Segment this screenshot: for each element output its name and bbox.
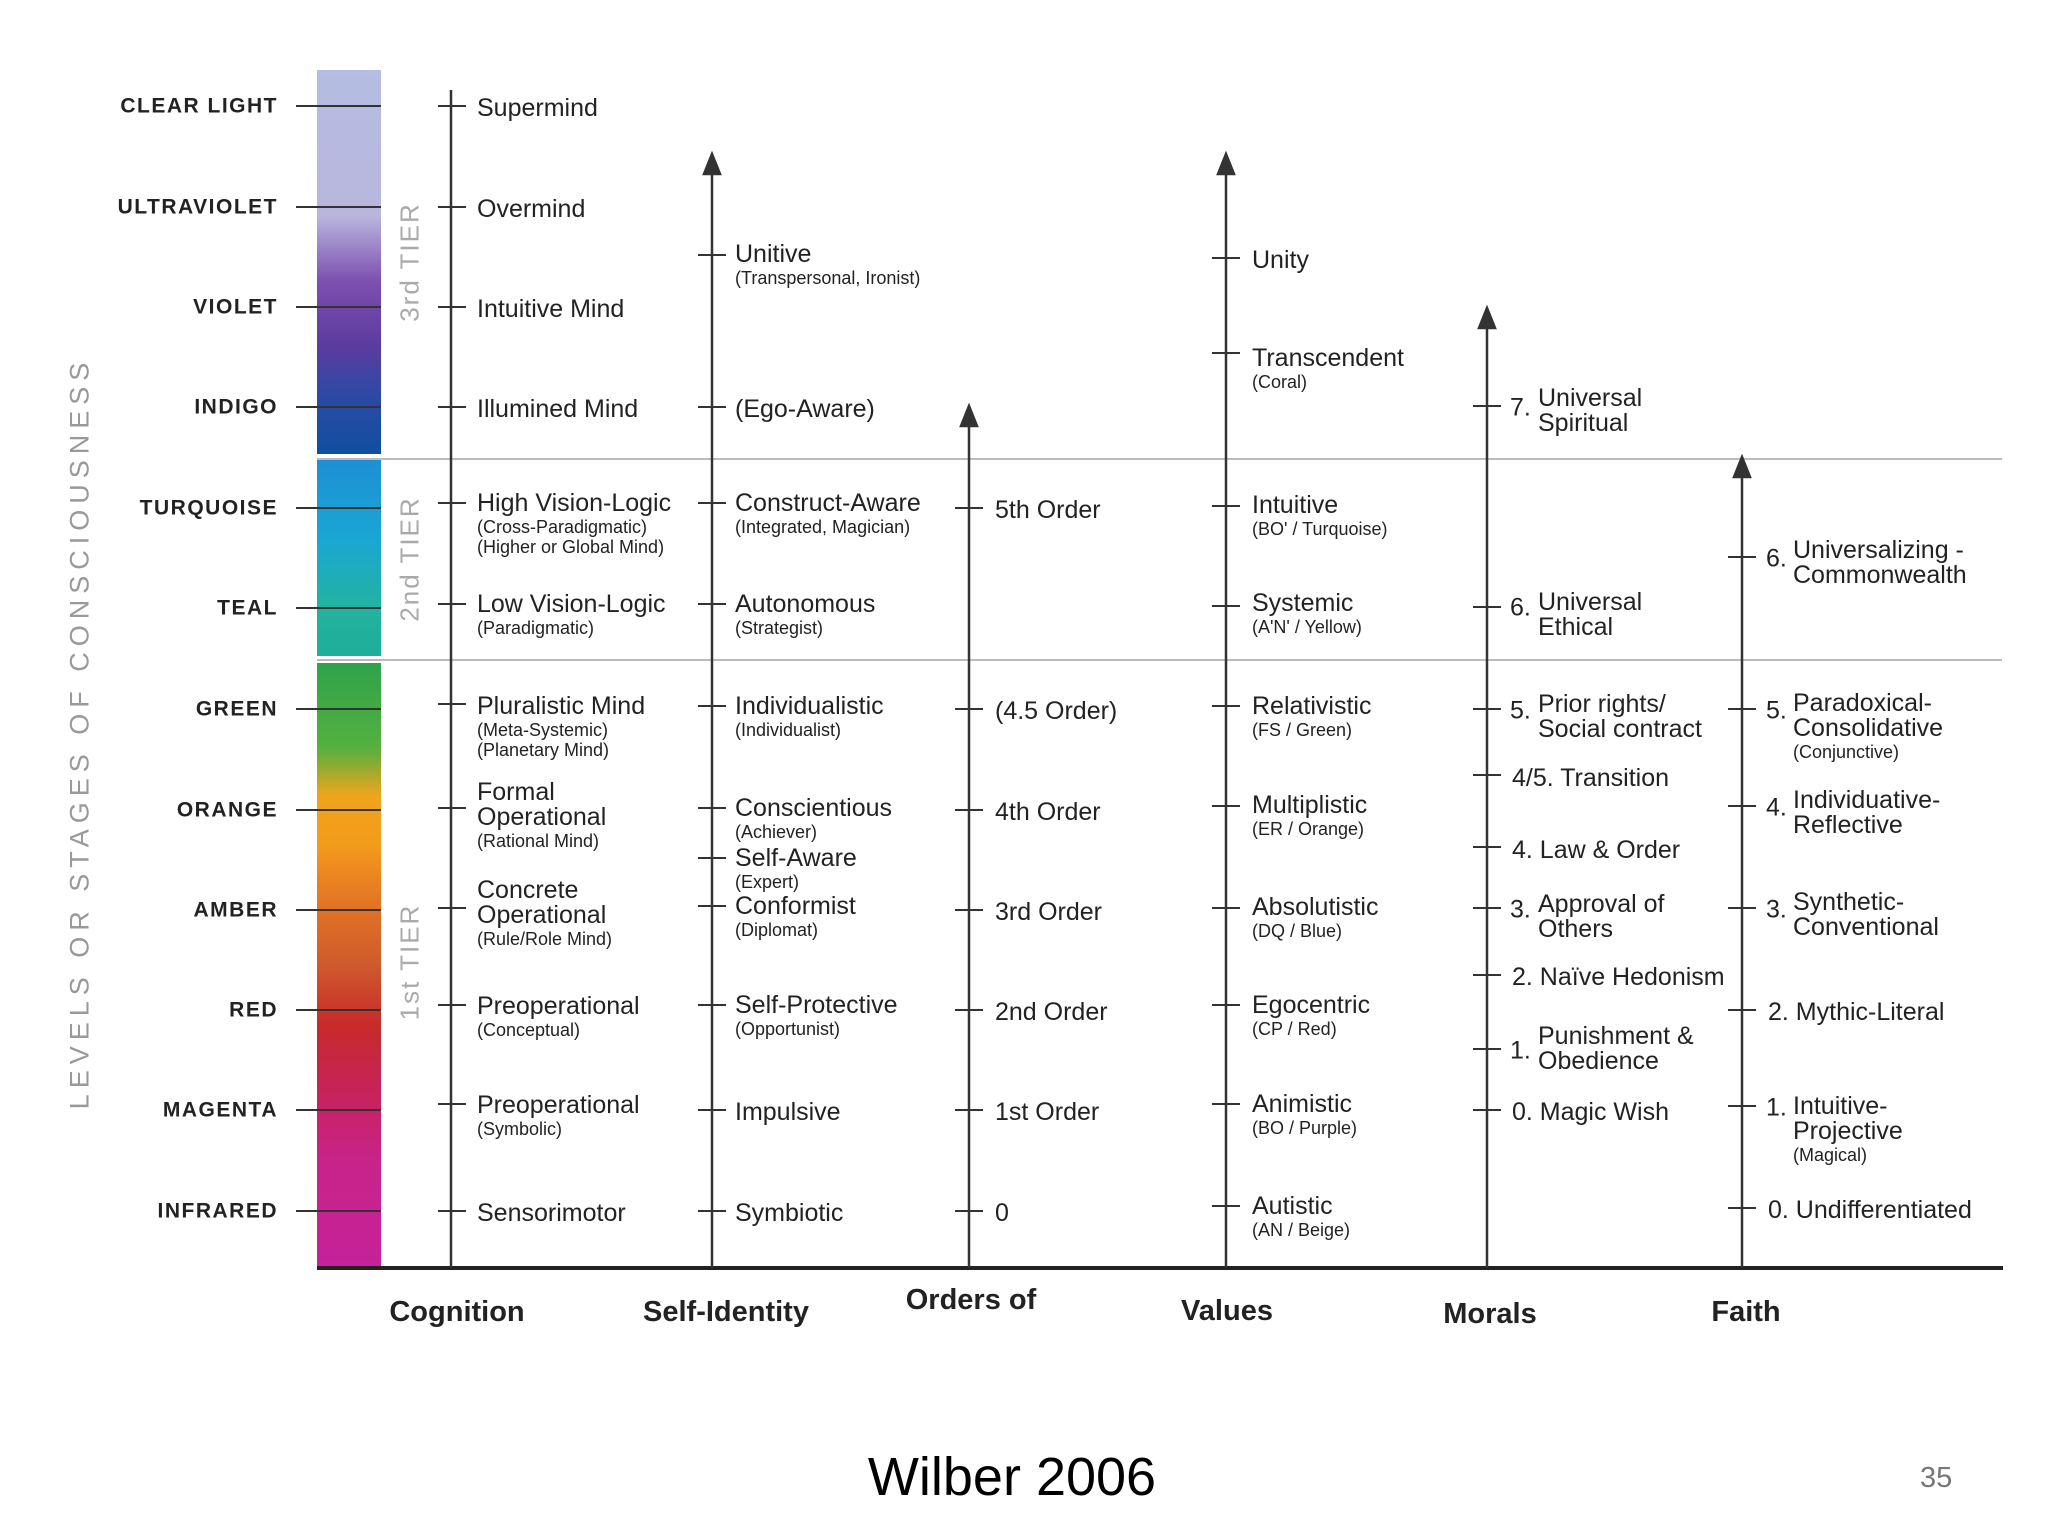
faith-intuitive-projective: Intuitive- Projective (Magical) [1793,1092,1903,1165]
cognition-low-vision-logic: Low Vision-Logic (Paradigmatic) [477,590,666,638]
level-ticks [296,105,381,1212]
faith-4-num: 4. [1766,793,1787,822]
color-bar-2nd-tier [317,460,381,656]
faith-synthetic: Synthetic- Conventional [1793,888,1939,941]
self-autonomous: Autonomous (Strategist) [735,590,876,638]
level-indigo: INDIGO [194,395,278,419]
level-clear-light: CLEAR LIGHT [120,94,278,118]
self-conformist: Conformist (Diplomat) [735,892,856,940]
morals-magic-wish: 0. Magic Wish [1512,1098,1669,1126]
orders-5th: 5th Order [995,496,1101,524]
cognition-sensorimotor: Sensorimotor [477,1199,626,1227]
morals-6-num: 6. [1510,593,1531,622]
orders-2nd: 2nd Order [995,998,1108,1026]
cognition-supermind: Supermind [477,94,598,122]
morals-prior-rights: Prior rights/ Social contract [1538,690,1702,743]
self-conscientious: Conscientious (Achiever) [735,794,893,842]
caption: Wilber 2006 [867,1447,1157,1507]
self-impulsive: Impulsive [735,1098,841,1126]
level-orange: ORANGE [176,798,278,822]
values-systemic: Systemic (A'N' / Yellow) [1252,589,1362,637]
morals-7-num: 7. [1510,393,1531,422]
faith-paradoxical: Paradoxical- Consolidative (Conjunctive) [1793,689,1944,762]
level-infrared: INFRARED [157,1199,278,1223]
values-egocentric: Egocentric (CP / Red) [1252,991,1371,1039]
morals-law-order: 4. Law & Order [1512,836,1681,864]
self-construct-aware: Construct-Aware (Integrated, Magician) [735,489,921,537]
values-multiplistic: Multiplistic (ER / Orange) [1252,791,1368,839]
faith-individuative: Individuative- Reflective [1793,786,1941,839]
level-teal: TEAL [217,596,278,620]
faith-3-num: 3. [1766,895,1787,924]
faith-undifferentiated: 0. Undifferentiated [1768,1196,1972,1224]
tier-3rd-label: 3rd TIER [394,202,425,322]
orders-3rd: 3rd Order [995,898,1102,926]
orders-4th: 4th Order [995,798,1101,826]
self-unitive: Unitive (Transpersonal, Ironist) [735,240,921,288]
self-self-protective: Self-Protective (Opportunist) [735,991,898,1039]
orders-4-5: (4.5 Order) [995,697,1118,725]
self-individualistic: Individualistic (Individualist) [735,692,884,740]
color-bar-3rd-tier [317,70,381,454]
values-unity: Unity [1252,246,1309,274]
cognition-intuitive-mind: Intuitive Mind [477,295,625,323]
cognition-preoperational-conceptual: Preoperational (Conceptual) [477,992,640,1040]
morals-5-num: 5. [1510,696,1531,725]
cognition-overmind: Overmind [477,195,586,223]
morals-universal-ethical: Universal Ethical [1538,588,1643,641]
morals-punishment-obedience: Punishment & Obedience [1538,1022,1694,1075]
tier-1st-label: 1st TIER [394,903,425,1021]
cognition-pluralistic-mind: Pluralistic Mind (Meta-Systemic) (Planet… [477,692,646,760]
cognition-illumined-mind: Illumined Mind [477,395,639,423]
values-absolutistic: Absolutistic (DQ / Blue) [1252,893,1379,941]
faith-5-num: 5. [1766,696,1787,725]
header-cognition: Cognition [389,1296,525,1328]
cognition-concrete-operational: Concrete Operational (Rule/Role Mind) [477,876,613,949]
level-amber: AMBER [193,898,278,922]
level-ultraviolet: ULTRAVIOLET [117,195,278,219]
values-animistic: Animistic (BO / Purple) [1252,1090,1358,1138]
header-morals: Morals [1443,1298,1537,1330]
level-violet: VIOLET [193,295,278,319]
cognition-preoperational-symbolic: Preoperational (Symbolic) [477,1091,640,1139]
self-ego-aware: (Ego-Aware) [735,395,875,423]
faith-6-num: 6. [1766,544,1787,573]
faith-mythic-literal: 2. Mythic-Literal [1768,998,1945,1026]
morals-3-num: 3. [1510,895,1531,924]
morals-transition: 4/5. Transition [1512,764,1670,792]
orders-0: 0 [995,1199,1009,1227]
values-autistic: Autistic (AN / Beige) [1252,1192,1351,1240]
self-symbiotic: Symbiotic [735,1199,844,1227]
values-transcendent: Transcendent (Coral) [1252,344,1404,392]
faith-universalizing: Universalizing - Commonwealth [1793,536,1967,589]
values-relativistic: Relativistic (FS / Green) [1252,692,1372,740]
level-turquoise: TURQUOISE [139,496,278,520]
level-red: RED [229,998,278,1022]
values-intuitive: Intuitive (BO' / Turquoise) [1252,491,1388,539]
levels-axis-label: LEVELS OR STAGES OF CONSCIOUSNESS [64,356,95,1110]
morals-approval-of-others: Approval of Others [1538,890,1665,943]
level-green: GREEN [195,697,278,721]
morals-naive-hedonism: 2. Naïve Hedonism [1512,963,1725,991]
cognition-high-vision-logic: High Vision-Logic (Cross-Paradigmatic) (… [477,489,672,557]
header-self-identity: Self-Identity [643,1296,809,1328]
morals-universal-spiritual: Universal Spiritual [1538,384,1643,437]
color-bar-1st-tier [317,663,381,1268]
header-faith: Faith [1711,1296,1781,1328]
orders-1st: 1st Order [995,1098,1100,1126]
cognition-formal-operational: Formal Operational (Rational Mind) [477,778,607,851]
faith-1-num: 1. [1766,1093,1787,1122]
header-values: Values [1181,1295,1273,1327]
morals-1-num: 1. [1510,1036,1531,1065]
level-magenta: MAGENTA [162,1098,278,1122]
header-orders-of: Orders of [905,1284,1037,1316]
page-number: 35 [1920,1462,1953,1494]
tier-2nd-label: 2nd TIER [394,496,425,622]
self-self-aware: Self-Aware (Expert) [735,844,857,892]
